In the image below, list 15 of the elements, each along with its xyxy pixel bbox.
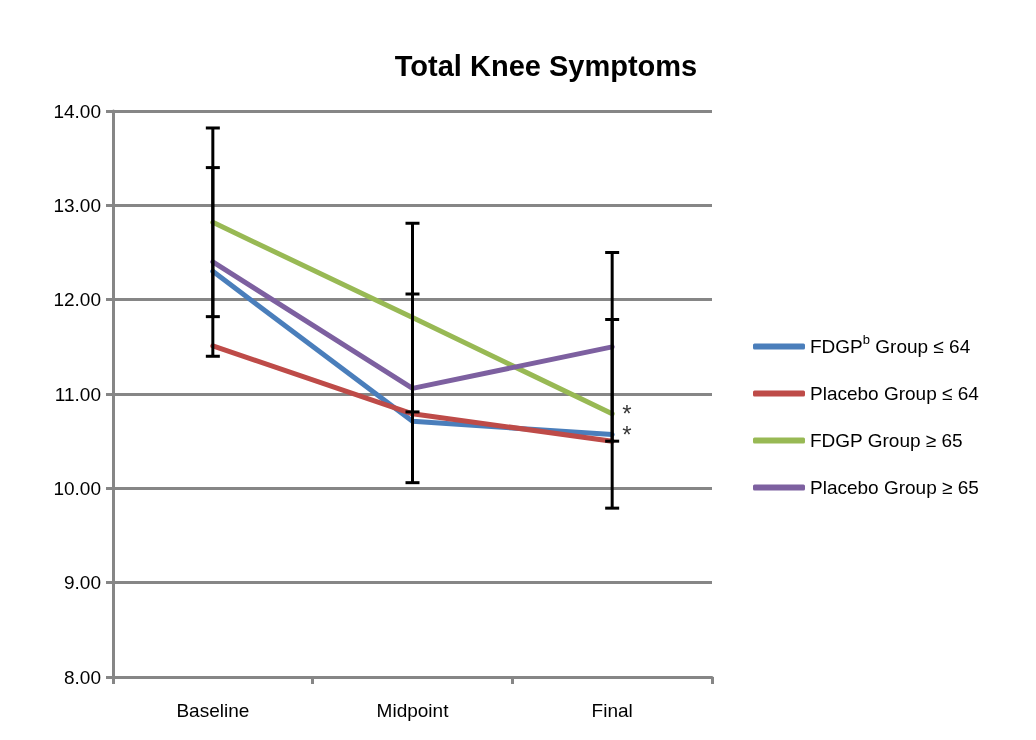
annotation: *: [622, 421, 632, 449]
y-tick-label: 8.00: [64, 666, 101, 688]
chart-title: Total Knee Symptoms: [394, 49, 698, 82]
y-tick-label: 12.00: [53, 289, 101, 311]
y-tick-label: 14.00: [53, 100, 101, 122]
y-tick-label: 11.00: [54, 383, 101, 405]
y-tick-label: 9.00: [64, 572, 101, 594]
legend-label: Placebo Group ≤ 64: [810, 383, 980, 404]
x-tick-label: Final: [591, 700, 633, 721]
y-tick-label: 13.00: [53, 194, 101, 216]
x-tick-label: Midpoint: [376, 700, 450, 721]
x-tick-label: Baseline: [176, 700, 250, 721]
legend-label: Placebo Group ≥ 65: [810, 477, 979, 498]
y-tick-label: 10.00: [53, 477, 101, 499]
legend-label: FDGP Group ≥ 65: [810, 430, 963, 451]
